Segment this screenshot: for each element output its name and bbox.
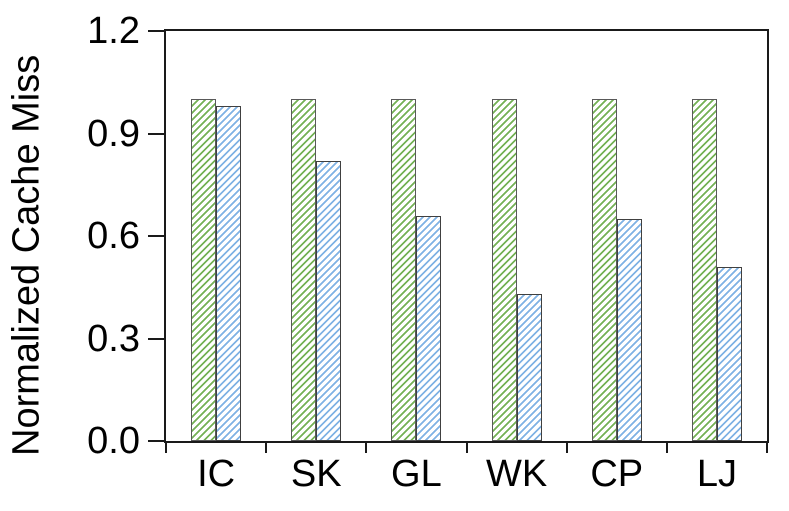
y-tick-mark <box>148 337 164 340</box>
x-tick-label-sk: SK <box>290 453 342 495</box>
y-tick-mark <box>148 235 164 237</box>
x-tick-label-ic: IC <box>197 453 236 495</box>
y-tick-label: 0.6 <box>87 215 140 257</box>
x-tick-label-lj: LJ <box>696 453 737 495</box>
bar-sk-blue-hatched <box>316 160 342 441</box>
y-tick-label: 0.3 <box>87 317 140 360</box>
bar-wk-green-hatched <box>491 99 517 441</box>
x-tick-label-wk: WK <box>485 453 548 495</box>
y-tick-label: 0.9 <box>87 112 140 155</box>
bar-wk-blue-hatched <box>516 294 542 441</box>
x-tick-mark <box>265 443 268 453</box>
plot-area <box>164 29 769 443</box>
x-tick-mark <box>766 443 768 453</box>
x-tick-mark <box>165 443 167 453</box>
x-tick-label-gl: GL <box>391 453 442 495</box>
x-tick-mark <box>665 443 668 453</box>
x-tick-label-cp: CP <box>590 453 644 495</box>
bar-gl-green-hatched <box>391 99 417 441</box>
x-tick-mark <box>565 443 568 453</box>
y-tick-mark <box>148 132 164 135</box>
y-tick-mark <box>148 440 164 442</box>
bar-lj-green-hatched <box>691 99 717 441</box>
y-tick-mark <box>148 30 164 32</box>
bar-sk-green-hatched <box>291 99 317 441</box>
bar-lj-blue-hatched <box>716 266 742 441</box>
y-tick-label: 1.2 <box>87 10 140 52</box>
y-tick-label: 0.0 <box>87 420 140 462</box>
bar-gl-blue-hatched <box>416 215 442 441</box>
x-tick-mark <box>465 443 468 453</box>
bar-cp-blue-hatched <box>616 218 642 441</box>
bar-cp-green-hatched <box>591 99 617 441</box>
x-tick-mark <box>365 443 368 453</box>
bar-ic-blue-hatched <box>216 106 242 441</box>
bar-ic-green-hatched <box>191 99 217 441</box>
